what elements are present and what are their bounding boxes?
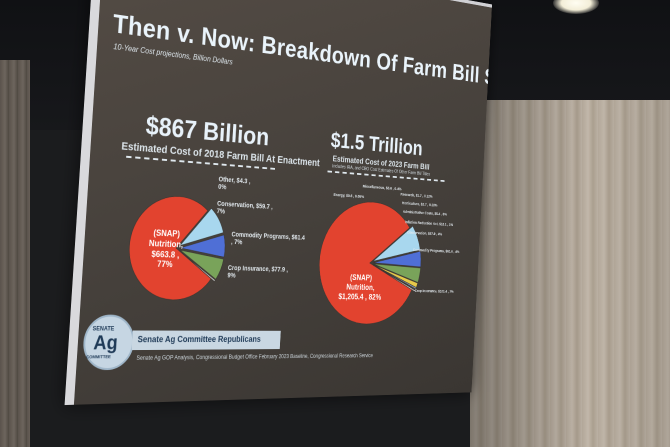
slide: Then v. Now: Breakdown Of Farm Bill Spen… <box>74 0 492 405</box>
right-label-misc: Miscellaneous, $5.6 , 0.4% <box>363 184 402 191</box>
right-label-snap: (SNAP) Nutrition, $1,205.4 , 82% <box>327 272 392 302</box>
logo-ag-text: Ag <box>93 332 119 355</box>
left-label-conservation: Conservation, $59.7 , 7% <box>216 201 272 219</box>
footer-org: Senate Ag Committee Republicans <box>137 334 261 344</box>
left-label-crop: Crop Insurance, $77.9 , 9% <box>227 265 288 282</box>
right-label-crop: Crop Insurance, $101.4 , 7% <box>415 289 454 294</box>
wall-shade <box>470 100 670 447</box>
left-label-snap: (SNAP) Nutrition, $663.8 , 77% <box>137 227 194 271</box>
left-wall <box>0 60 30 447</box>
logo-committee-text: COMMITTEE <box>86 354 111 359</box>
footer-source: Senate Ag GOP Analysis, Congressional Bu… <box>136 354 373 362</box>
left-label-commodity: Commodity Programs, $61.4 , 7% <box>231 232 305 250</box>
projection-screen: Then v. Now: Breakdown Of Farm Bill Spen… <box>65 0 492 405</box>
left-label-other: Other, $4.3 , 0% <box>218 177 251 194</box>
